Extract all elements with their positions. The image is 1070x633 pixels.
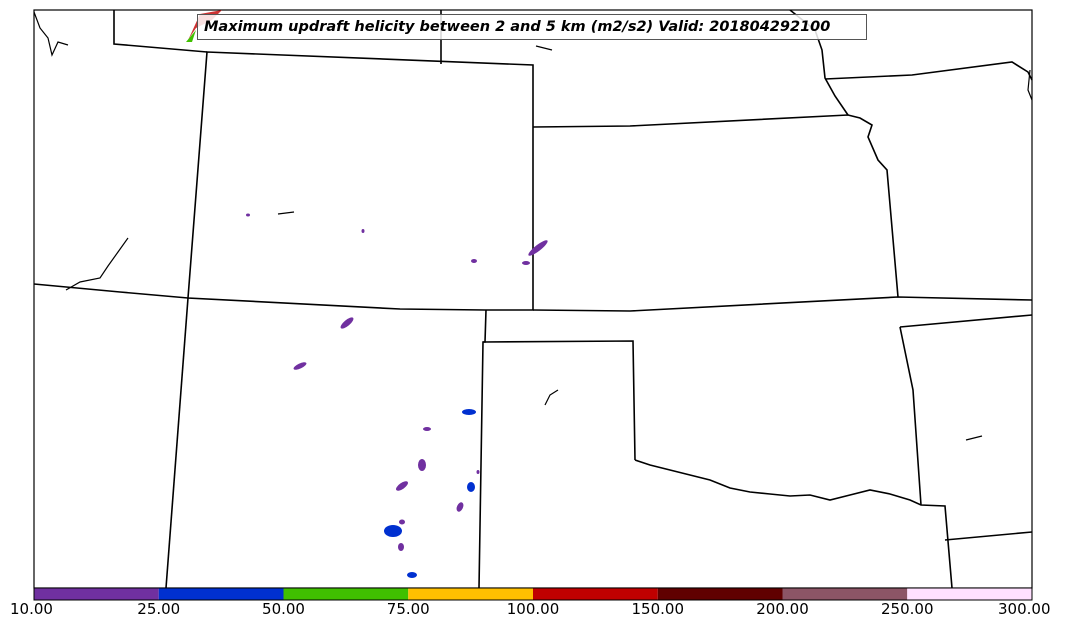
colorbar-segment: [657, 588, 783, 600]
helicity-cell: [462, 409, 476, 415]
colorbar-tick-label: 10.00: [10, 600, 53, 618]
helicity-cell: [456, 502, 464, 512]
helicity-cell: [398, 543, 404, 551]
helicity-cell: [528, 240, 548, 256]
colorbar-segment: [158, 588, 284, 600]
mississippi-outline: [1027, 69, 1033, 101]
helicity-cell: [418, 459, 426, 471]
colorbar-tick-label: 100.00: [506, 600, 560, 618]
kansas-oklahoma-border: [532, 296, 1033, 312]
lake-powell-outline: [65, 237, 129, 291]
helicity-cell: [384, 525, 402, 537]
helicity-cell: [476, 470, 480, 474]
helicity-cell: [423, 427, 431, 431]
colorbar-frame: [33, 587, 1033, 601]
missouri-arkansas-border: [899, 314, 1033, 328]
colorbar-tick-label: 75.00: [386, 600, 430, 618]
colorbar: [33, 587, 1033, 601]
colorbar-tick-label: 50.00: [262, 600, 305, 618]
colorbar-tick-label: 250.00: [881, 600, 934, 618]
helicity-cell: [471, 259, 477, 263]
colorbar-tick-label: 25.00: [137, 600, 181, 618]
colorbar-tick-label: 200.00: [756, 600, 809, 618]
colorbar-segment: [533, 588, 658, 600]
nebraska-kansas-border: [532, 114, 899, 298]
lake-outline: [535, 45, 553, 51]
lake-texoma-outline: [965, 435, 983, 441]
helicity-cell: [293, 362, 307, 370]
oklahoma-arkansas-border: [899, 326, 922, 506]
lake-meredith-outline: [544, 389, 559, 406]
helicity-cell: [467, 482, 475, 492]
colorbar-segment: [907, 588, 1032, 600]
texas-panhandle-border: [482, 340, 636, 461]
helicity-cell: [340, 317, 354, 329]
helicity-cell: [407, 572, 417, 578]
helicity-cell: [522, 261, 530, 265]
colorbar-segment: [408, 588, 533, 600]
colorbar-tick-label: 300.00: [998, 600, 1051, 618]
utah-arizona-border: [33, 283, 189, 299]
arkansas-louisiana-border: [944, 531, 1033, 541]
reservoir-outline: [277, 211, 295, 215]
helicity-cell: [246, 213, 250, 217]
helicity-cell: [399, 519, 405, 525]
utah-wyoming-border: [113, 10, 208, 53]
colorbar-segment: [34, 588, 159, 600]
map-title: Maximum updraft helicity between 2 and 5…: [197, 14, 867, 40]
helicity-cell: [396, 481, 408, 491]
great-salt-lake-outline: [33, 11, 69, 57]
arizona-newmexico-border: [165, 297, 189, 589]
colorbar-segment: [283, 588, 409, 600]
helicity-cell: [361, 229, 365, 233]
helicity-swath-green: [186, 30, 196, 42]
red-river-border: [634, 459, 953, 589]
colorbar-segment: [782, 588, 908, 600]
colorbar-tick-label: 150.00: [631, 600, 685, 618]
